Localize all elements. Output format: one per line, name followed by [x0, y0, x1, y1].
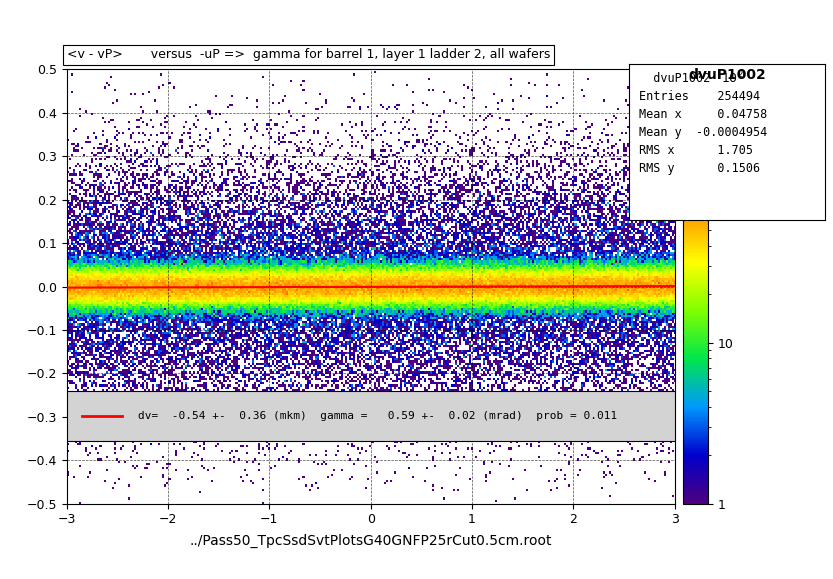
Text: <v - vP>       versus  -uP =>  gamma for barrel 1, layer 1 ladder 2, all wafers: <v - vP> versus -uP => gamma for barrel … — [67, 49, 550, 61]
Text: dv=  -0.54 +-  0.36 (mkm)  gamma =   0.59 +-  0.02 (mrad)  prob = 0.011: dv= -0.54 +- 0.36 (mkm) gamma = 0.59 +- … — [137, 411, 616, 421]
Text: dvuP1002
Entries    254494
Mean x     0.04758
Mean y  -0.0004954
RMS x      1.70: dvuP1002 Entries 254494 Mean x 0.04758 M… — [639, 71, 767, 174]
Bar — [67, 391, 675, 441]
Text: $10^2$: $10^2$ — [721, 70, 743, 86]
X-axis label: ../Pass50_TpcSsdSvtPlotsG40GNFP25rCut0.5cm.root: ../Pass50_TpcSsdSvtPlotsG40GNFP25rCut0.5… — [189, 533, 552, 548]
Text: dvuP1002: dvuP1002 — [688, 68, 766, 82]
